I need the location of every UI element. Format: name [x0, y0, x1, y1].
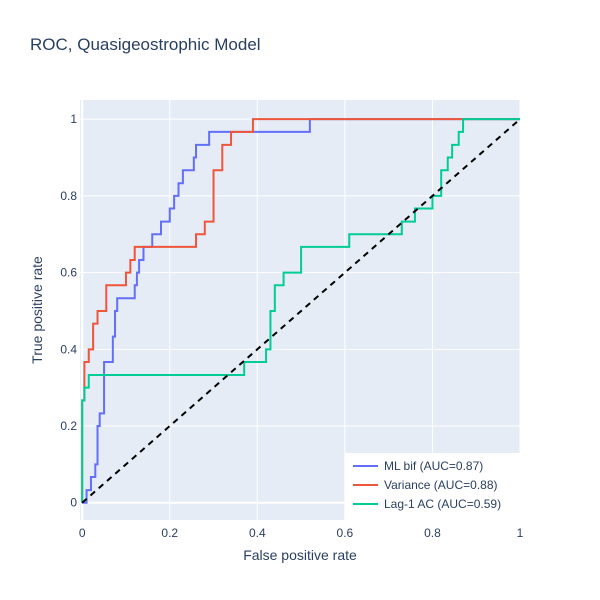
x-tick-label: 0.8: [424, 526, 441, 540]
tick-labels: 0 0.2 0.4 0.6 0.8 1 0 0.2 0.4 0.6 0.8 1: [60, 112, 523, 540]
series-line: [81, 118, 520, 503]
x-tick-label: 0: [79, 526, 86, 540]
legend-box: [345, 453, 520, 520]
legend-entry: Lag-1 AC (AUC=0.59): [384, 497, 501, 511]
series-line: [81, 118, 520, 503]
y-tick-label: 1: [70, 112, 77, 126]
legend-entry: ML bif (AUC=0.87): [384, 459, 483, 473]
x-tick-label: 0.4: [249, 526, 266, 540]
series-line: [82, 118, 520, 504]
x-axis-title: False positive rate: [243, 547, 357, 563]
x-tick-label: 0.2: [161, 526, 178, 540]
legend-entry: Variance (AUC=0.88): [384, 478, 498, 492]
series-layer: [81, 118, 521, 504]
chart-title: ROC, Quasigeostrophic Model: [30, 35, 261, 54]
y-axis-title: True positive rate: [29, 256, 45, 364]
x-tick-label: 1: [517, 526, 524, 540]
y-tick-label: 0.2: [60, 419, 77, 433]
legend: ML bif (AUC=0.87) Variance (AUC=0.88) Lag-…: [345, 453, 520, 520]
y-tick-label: 0.4: [60, 342, 77, 356]
x-tick-label: 0.6: [337, 526, 354, 540]
y-tick-label: 0.8: [60, 189, 77, 203]
y-tick-label: 0.6: [60, 266, 77, 280]
chance-diagonal-line: [81, 118, 521, 504]
y-tick-label: 0: [70, 496, 77, 510]
